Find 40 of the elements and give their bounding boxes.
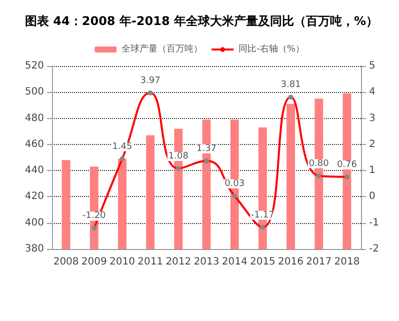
x-tick-label: 2011 — [138, 256, 164, 268]
x-tick-label: 2012 — [166, 256, 192, 268]
data-label: 0.80 — [308, 158, 330, 169]
y2-tick-label: -1 — [369, 217, 379, 228]
y-tick-label: 420 — [24, 191, 44, 202]
y2-tick-label: -2 — [369, 244, 379, 254]
y2-tick-label: 3 — [369, 112, 376, 124]
legend-label: 全球产量（百万吨） — [122, 44, 203, 54]
x-tick-label: 2010 — [110, 256, 135, 268]
data-label: 0.03 — [224, 178, 245, 189]
data-label: -1.20 — [82, 211, 106, 222]
y2-tick-label: 2 — [369, 138, 376, 150]
y-tick-label: 480 — [24, 112, 44, 124]
y-tick-label: 500 — [24, 86, 44, 98]
y-tick-label: 400 — [24, 217, 44, 228]
y2-tick-label: 0 — [369, 191, 376, 202]
data-label: 3.97 — [140, 76, 160, 86]
y2-tick-label: 5 — [369, 60, 376, 72]
x-tick-label: 2016 — [278, 256, 304, 268]
x-tick-label: 2008 — [53, 256, 79, 268]
data-label: 1.45 — [112, 142, 132, 152]
data-label: -1.17 — [251, 210, 274, 220]
data-label: 3.81 — [280, 80, 301, 90]
y-tick-label: 520 — [24, 60, 44, 72]
legend-label: 同比-右轴（%） — [238, 44, 304, 54]
x-tick-label: 2014 — [222, 256, 248, 268]
data-label: 1.08 — [168, 151, 189, 162]
x-tick-label: 2015 — [250, 256, 276, 268]
y-tick-label: 440 — [24, 165, 44, 176]
data-label: 1.37 — [196, 144, 217, 154]
x-tick-label: 2009 — [81, 256, 107, 268]
y2-tick-label: 1 — [369, 165, 376, 176]
x-tick-label: 2013 — [194, 256, 220, 268]
x-tick-label: 2018 — [334, 256, 360, 268]
y-tick-label: 380 — [24, 244, 44, 254]
data-label: 0.76 — [336, 160, 358, 170]
x-tick-label: 2017 — [306, 256, 332, 268]
y2-tick-label: 4 — [369, 86, 376, 98]
y-tick-label: 460 — [24, 138, 44, 150]
chart-title: 图表 44：2008 年-2018 年全球大米产量及同比（百万吨，%） — [25, 14, 378, 28]
